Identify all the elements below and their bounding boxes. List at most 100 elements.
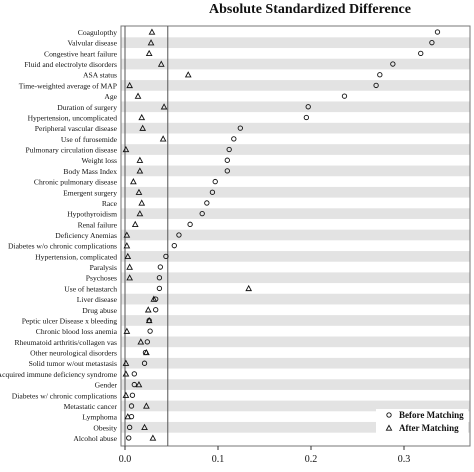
point-after-matching bbox=[123, 242, 131, 249]
row-band bbox=[121, 165, 470, 177]
category-label: Body Mass Index bbox=[63, 167, 117, 176]
point-before-matching bbox=[199, 210, 205, 217]
point-before-matching bbox=[176, 232, 182, 238]
point-after-matching bbox=[135, 381, 143, 388]
point-before-matching bbox=[303, 114, 309, 121]
category-label: Race bbox=[102, 199, 118, 208]
point-after-matching bbox=[141, 423, 148, 430]
legend-triangle-icon bbox=[385, 424, 393, 431]
point-after-matching bbox=[150, 295, 158, 302]
point-before-matching bbox=[418, 50, 424, 57]
point-after-matching bbox=[124, 252, 132, 260]
x-axis: 0.0 0.1 0.2 0.3 bbox=[119, 446, 411, 465]
point-before-matching bbox=[131, 381, 137, 388]
plot-frame bbox=[120, 25, 471, 447]
point-before-matching bbox=[341, 93, 348, 99]
category-label: Deficiency Anemias bbox=[55, 231, 117, 240]
point-after-matching bbox=[122, 145, 130, 153]
legend-label: Before Matching bbox=[399, 410, 464, 420]
category-label: Other neurological disorders bbox=[30, 349, 117, 358]
row-band bbox=[121, 357, 470, 369]
category-label: Pulmonary circulation disease bbox=[25, 146, 117, 155]
point-before-matching bbox=[231, 136, 237, 142]
category-label: Emergent surgery bbox=[63, 188, 117, 197]
point-after-matching bbox=[184, 71, 192, 78]
row-band bbox=[121, 186, 470, 198]
category-label: Solid tumor w/out metastasis bbox=[29, 359, 117, 368]
legend-circle-icon bbox=[386, 412, 392, 418]
category-label: Gender bbox=[95, 381, 118, 390]
point-after-matching bbox=[145, 316, 153, 324]
point-after-matching bbox=[149, 434, 157, 441]
point-before-matching bbox=[390, 61, 396, 67]
point-after-matching bbox=[122, 359, 130, 366]
point-after-matching bbox=[143, 348, 150, 356]
point-after-matching bbox=[122, 391, 130, 398]
category-label: Chronic blood loss anemia bbox=[36, 327, 118, 336]
row-band bbox=[121, 208, 470, 219]
category-label: Diabetes w/o chronic complications bbox=[8, 242, 117, 251]
point-before-matching bbox=[144, 339, 150, 345]
row-band bbox=[121, 101, 470, 113]
category-label: Coagulopthy bbox=[78, 28, 117, 37]
category-label: Liver disease bbox=[77, 295, 118, 304]
point-after-matching bbox=[148, 28, 156, 35]
point-before-matching bbox=[224, 157, 230, 163]
category-label: Chronic pulmonary disease bbox=[34, 178, 118, 187]
series-triangle bbox=[122, 28, 253, 441]
point-before-matching bbox=[224, 168, 230, 174]
point-after-matching bbox=[126, 274, 134, 281]
x-tick-label: 0.1 bbox=[212, 454, 225, 465]
row-band bbox=[121, 80, 470, 91]
x-tick-label: 0.3 bbox=[398, 454, 411, 465]
point-after-matching bbox=[145, 49, 153, 57]
point-after-matching bbox=[124, 413, 132, 420]
point-before-matching bbox=[305, 104, 311, 110]
point-before-matching bbox=[131, 371, 137, 377]
point-before-matching bbox=[237, 125, 243, 131]
row-bands bbox=[121, 37, 470, 433]
point-after-matching bbox=[245, 284, 253, 292]
row-band bbox=[121, 272, 470, 284]
point-after-matching bbox=[157, 60, 165, 67]
point-after-matching bbox=[147, 39, 155, 46]
legend-box bbox=[376, 409, 468, 436]
category-label: Lymphoma bbox=[82, 413, 117, 422]
category-label: Weight loss bbox=[82, 156, 118, 165]
row-band bbox=[121, 379, 470, 390]
point-before-matching bbox=[129, 392, 136, 398]
category-label: Peptic ulcer Disease x bleeding bbox=[22, 316, 118, 325]
category-label: Valvular disease bbox=[67, 39, 117, 48]
category-label: Peripheral vascular disease bbox=[35, 124, 118, 133]
category-label: Rheumatoid arthritis/collagen vas bbox=[15, 338, 118, 347]
point-before-matching bbox=[434, 29, 441, 35]
point-before-matching bbox=[204, 200, 210, 206]
point-after-matching bbox=[123, 231, 131, 238]
point-after-matching bbox=[139, 124, 147, 131]
point-after-matching bbox=[138, 113, 146, 121]
category-label: Drug abuse bbox=[82, 306, 117, 315]
category-label: Paralysis bbox=[90, 263, 117, 272]
point-after-matching bbox=[160, 103, 168, 110]
point-after-matching bbox=[143, 402, 150, 409]
row-band bbox=[121, 122, 470, 134]
series-circle bbox=[126, 29, 441, 441]
point-before-matching bbox=[163, 253, 169, 260]
category-label: Renal failure bbox=[78, 220, 118, 229]
point-after-matching bbox=[130, 178, 137, 185]
legend: Before Matching After Matching bbox=[376, 409, 468, 436]
point-before-matching bbox=[373, 82, 379, 89]
row-band bbox=[121, 251, 470, 262]
point-before-matching bbox=[156, 285, 163, 292]
point-after-matching bbox=[137, 338, 145, 345]
category-label: Fluid and electrolyte disorders bbox=[24, 60, 117, 69]
point-after-matching bbox=[135, 188, 143, 195]
point-after-matching bbox=[138, 199, 146, 206]
point-before-matching bbox=[209, 189, 216, 195]
category-label: Use of furosemide bbox=[61, 135, 118, 144]
point-before-matching bbox=[212, 178, 218, 185]
point-before-matching bbox=[187, 221, 193, 227]
category-label: Age bbox=[104, 92, 117, 101]
row-band bbox=[121, 315, 470, 326]
